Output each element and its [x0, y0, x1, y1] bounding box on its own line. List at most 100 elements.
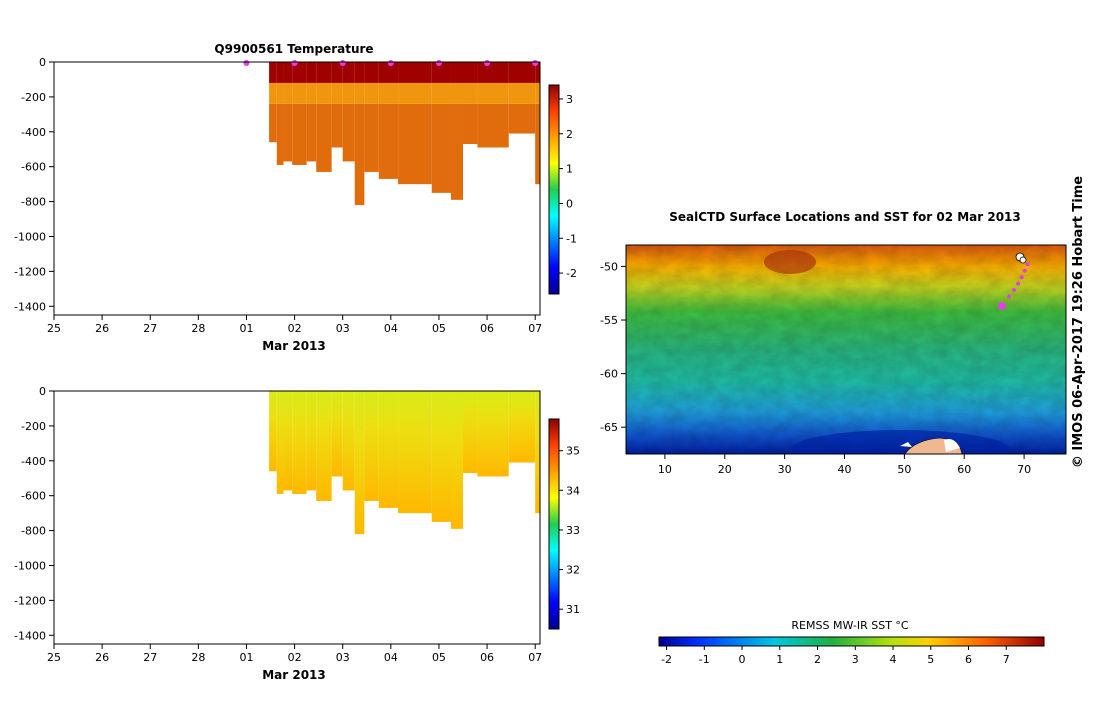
- map-x-tick-label: 60: [957, 463, 971, 476]
- y-tick-label: -600: [21, 161, 46, 174]
- salinity-cell: [292, 391, 307, 494]
- temperature-cell-deep: [331, 103, 343, 148]
- temperature-cell-deep: [431, 103, 451, 193]
- temperature-cell-mid: [306, 82, 317, 104]
- sst-colorbar-tick-label: -2: [661, 653, 672, 666]
- colorbar-tick-label: 0: [566, 197, 573, 210]
- map-y-tick-label: -65: [600, 421, 618, 434]
- ice-shelf-east: [944, 439, 960, 452]
- x-tick-label: 28: [191, 651, 205, 664]
- temperature-cell-surface: [535, 62, 540, 83]
- salinity-cell: [316, 391, 332, 501]
- y-tick-label: 0: [39, 385, 46, 398]
- temperature-cell-mid: [283, 82, 293, 104]
- temperature-cell-mid: [354, 82, 365, 104]
- salinity-cell: [535, 391, 540, 514]
- salinity-cell: [354, 391, 365, 535]
- temperature-cell-surface: [477, 62, 509, 83]
- x-tick-label: 27: [143, 322, 157, 335]
- x-tick-label: 06: [480, 322, 494, 335]
- salinity-profiles: [269, 391, 540, 535]
- y-tick-label: -400: [21, 455, 46, 468]
- track-point: [1007, 294, 1012, 299]
- x-tick-label: 01: [239, 322, 253, 335]
- temperature-profiles: [269, 62, 540, 206]
- temperature-cell-surface: [283, 62, 293, 83]
- colorbar-tick-label: 31: [566, 603, 580, 616]
- temperature-axes-frame: [53, 61, 541, 316]
- temperature-cell-surface: [508, 62, 536, 83]
- temperature-cell-deep: [354, 103, 365, 206]
- temperature-cell-surface: [431, 62, 451, 83]
- seal-track: [997, 262, 1030, 311]
- colorbar-tick-label: 33: [566, 524, 580, 537]
- salinity-colorbar-ticks: 35 34 33 32 31: [559, 445, 580, 616]
- sst-texture: [626, 245, 1066, 454]
- salinity-cell: [463, 391, 478, 474]
- current-position-marker: [997, 302, 1006, 311]
- temperature-cell-deep: [276, 103, 284, 165]
- temperature-cell-deep: [508, 103, 536, 134]
- temperature-cell-deep: [269, 103, 277, 143]
- surface-marker: [243, 60, 250, 66]
- y-tick-label: -400: [21, 126, 46, 139]
- salinity-x-label: Mar 2013: [262, 668, 326, 682]
- x-tick-label: 26: [95, 322, 109, 335]
- sst-colorbar-tick-label: 2: [814, 653, 821, 666]
- temperature-cell-surface: [378, 62, 399, 83]
- salinity-cell: [477, 391, 509, 477]
- kerguelen-island: [1015, 252, 1027, 264]
- y-tick-label: -200: [21, 420, 46, 433]
- y-tick-label: -1000: [14, 230, 46, 243]
- y-tick-label: -200: [21, 91, 46, 104]
- temperature-cell-surface: [354, 62, 365, 83]
- temperature-colorbar: [548, 84, 560, 295]
- sst-colorbar-tick-label: 4: [890, 653, 897, 666]
- surface-marker: [484, 60, 491, 66]
- salinity-cell: [450, 391, 464, 529]
- track-point: [1019, 275, 1024, 280]
- y-tick-label: -1200: [14, 594, 46, 607]
- y-tick-label: -800: [21, 525, 46, 538]
- track-point: [1022, 268, 1027, 273]
- salinity-x-axis: 25 26 27 28 01 02 03 04 05 06 07: [47, 644, 542, 664]
- y-tick-label: 0: [39, 56, 46, 69]
- map-axes-frame: [625, 244, 1067, 455]
- surface-marker: [387, 60, 394, 66]
- map-x-tick-label: 20: [718, 463, 732, 476]
- track-point: [1025, 262, 1030, 267]
- temperature-cell-mid: [364, 82, 379, 104]
- y-tick-label: -1400: [14, 629, 46, 642]
- sst-colorbar-ticks: -2 -1 0 1 2 3 4 5 6 7: [661, 646, 1010, 666]
- temperature-cell-deep: [306, 103, 317, 162]
- temperature-cell-deep: [463, 103, 478, 145]
- salinity-axes-frame: [53, 390, 541, 645]
- temperature-colorbar-ticks: 3 2 1 0 -1 -2: [559, 93, 577, 280]
- temperature-cell-mid: [269, 82, 277, 104]
- map-x-tick-label: 30: [778, 463, 792, 476]
- surface-marker: [339, 60, 346, 66]
- temperature-cell-surface: [450, 62, 464, 83]
- temperature-cell-mid: [292, 82, 307, 104]
- temperature-cell-mid: [276, 82, 284, 104]
- y-tick-label: -1200: [14, 265, 46, 278]
- temperature-cell-surface: [331, 62, 343, 83]
- temperature-cell-deep: [342, 103, 355, 162]
- temperature-cell-deep: [450, 103, 464, 200]
- y-tick-label: -1000: [14, 559, 46, 572]
- temperature-panel: Q9900561 Temperature 0 -200 -400 -600 -800 -1…: [14, 42, 577, 353]
- temperature-cell-mid: [450, 82, 464, 104]
- sst-colorbar-tick-label: 0: [739, 653, 746, 666]
- temperature-cell-surface: [316, 62, 332, 83]
- temperature-cell-mid: [378, 82, 399, 104]
- temperature-cell-surface: [342, 62, 355, 83]
- temperature-title: Q9900561 Temperature: [214, 42, 373, 56]
- temperature-cell-surface: [292, 62, 307, 83]
- temperature-cell-deep: [398, 103, 432, 185]
- map-x-tick-label: 70: [1017, 463, 1031, 476]
- salinity-cell: [276, 391, 284, 494]
- temperature-cell-mid: [431, 82, 451, 104]
- sst-colorbar-tick-label: 6: [965, 653, 972, 666]
- temperature-cell-mid: [535, 82, 540, 104]
- x-tick-label: 07: [528, 651, 542, 664]
